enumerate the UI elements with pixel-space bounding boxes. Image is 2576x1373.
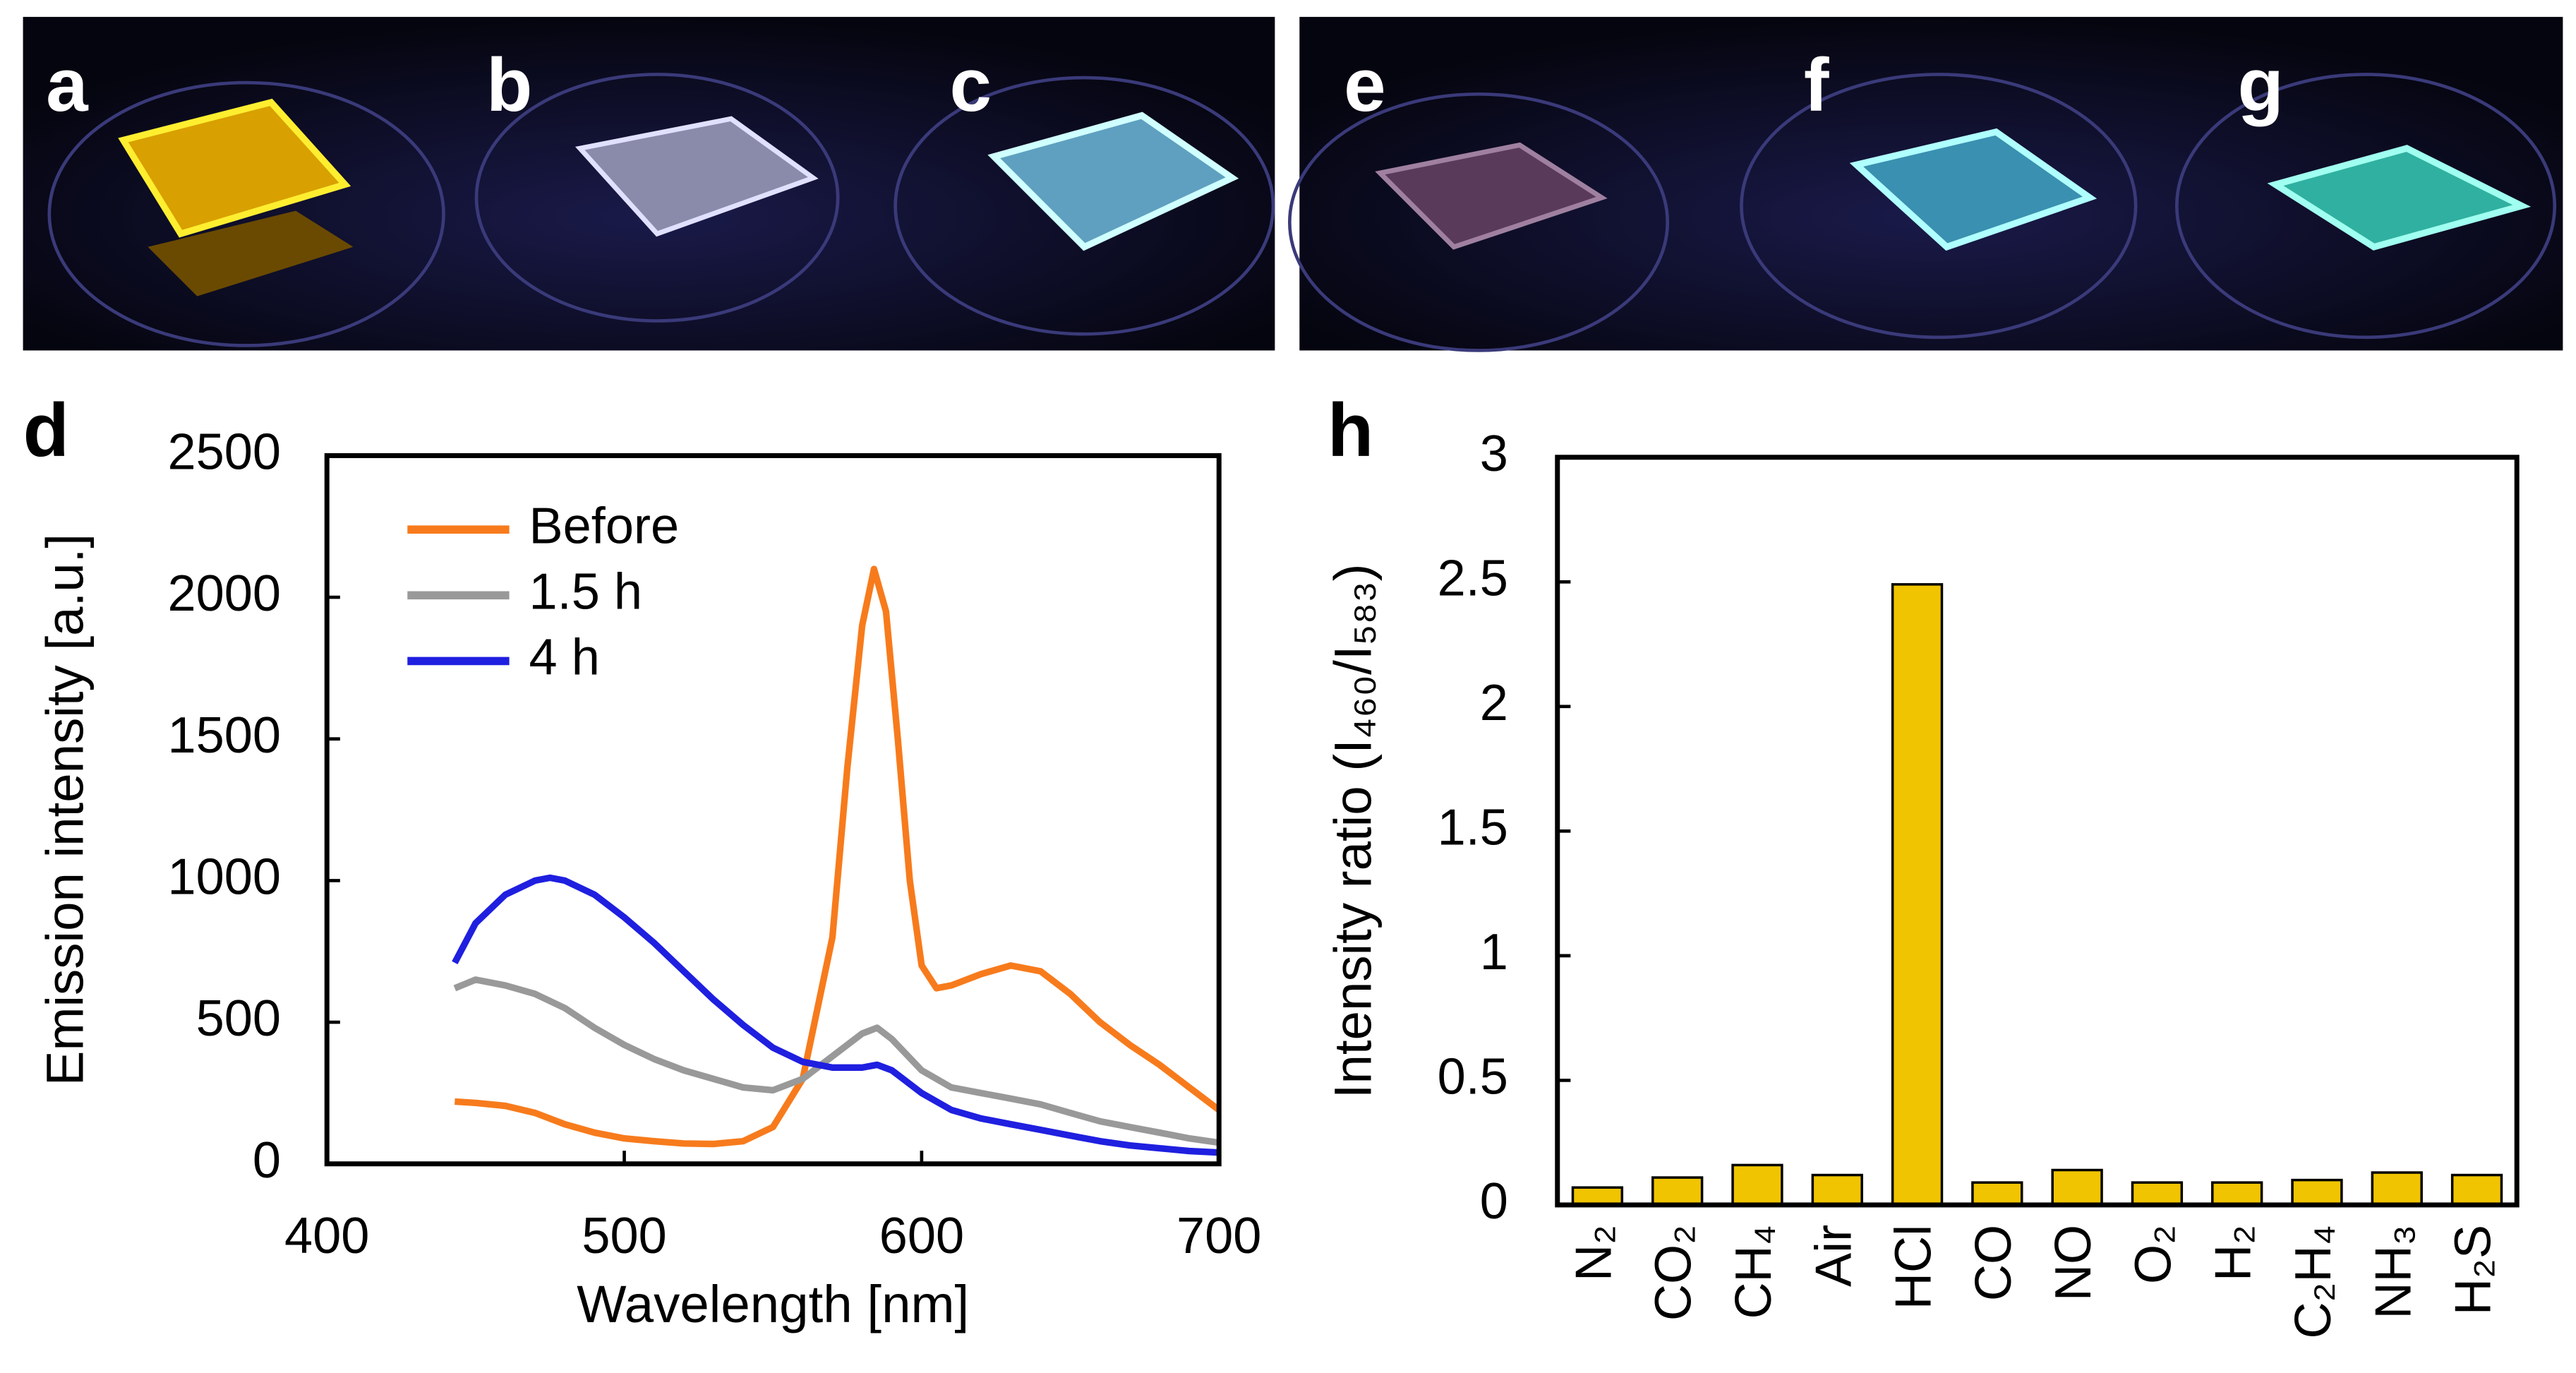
y-tick-label: 0 — [1480, 1173, 1508, 1230]
x-tick-label: CO₂ — [1646, 1225, 1702, 1321]
line-series — [453, 976, 1220, 1146]
line-series — [455, 565, 1222, 1148]
y-tick-label: 2 — [1480, 675, 1508, 731]
x-tick-label: N₂ — [1565, 1225, 1622, 1281]
x-tick-label: HCl — [1886, 1225, 1942, 1309]
y-tick-label: 500 — [196, 990, 281, 1047]
y-tick-label: 0.5 — [1438, 1048, 1508, 1105]
bar — [2131, 1181, 2184, 1206]
photo-left — [23, 16, 1275, 351]
x-tick-label: Air — [1805, 1225, 1862, 1287]
bar — [2450, 1173, 2503, 1206]
panel-label: a — [46, 42, 89, 127]
bar — [1891, 583, 1944, 1206]
x-tick-label: 600 — [879, 1208, 964, 1264]
plot-frame — [1555, 455, 2520, 1208]
x-tick-label: NH₃ — [2365, 1225, 2421, 1319]
bar — [2211, 1181, 2263, 1206]
y-tick-label: 1.5 — [1438, 799, 1508, 856]
bar — [2291, 1178, 2343, 1206]
legend-label: 4 h — [529, 629, 600, 685]
y-tick-label: 1500 — [168, 707, 282, 764]
bar — [1731, 1163, 1783, 1206]
legend-label: Before — [529, 498, 680, 554]
photo-right — [1288, 16, 2563, 352]
y-tick-label: 2000 — [168, 565, 282, 622]
x-tick-label: H₂S — [2445, 1225, 2502, 1315]
line-series — [452, 874, 1220, 1156]
x-tick-label: O₂ — [2125, 1225, 2181, 1284]
plot-frame — [324, 452, 1222, 1167]
y-axis-label: Intensity ratio (I₄₆₀/I₅₈₃) — [1323, 563, 1382, 1098]
panel-label: c — [949, 42, 992, 127]
y-tick-label: 1 — [1480, 924, 1508, 981]
x-tick-label: CH₄ — [1726, 1225, 1782, 1319]
y-axis-label: Emission intensity [a.u.] — [35, 534, 94, 1086]
y-tick-label: 2.5 — [1438, 550, 1508, 606]
panel-label: e — [1344, 42, 1386, 127]
panel-label: h — [1328, 388, 1373, 472]
panel-label: b — [486, 42, 532, 127]
bar — [2371, 1171, 2423, 1206]
x-tick-label: H₂ — [2205, 1225, 2262, 1281]
panel-label: g — [2237, 42, 2283, 127]
x-tick-label: 400 — [284, 1208, 369, 1264]
legend-label: 1.5 h — [529, 563, 642, 620]
x-tick-label: 500 — [582, 1208, 666, 1264]
x-tick-label: CO — [1966, 1225, 2022, 1301]
panel-label: d — [23, 388, 69, 472]
y-tick-label: 2500 — [168, 424, 282, 481]
x-tick-label: NO — [2045, 1225, 2102, 1301]
bar — [1811, 1173, 1863, 1206]
x-axis-label: Wavelength [nm] — [577, 1275, 969, 1333]
bar — [1571, 1186, 1624, 1206]
bar — [1651, 1176, 1704, 1206]
bar — [2051, 1168, 2103, 1206]
y-tick-label: 3 — [1480, 426, 1508, 482]
y-tick-label: 1000 — [168, 849, 282, 905]
x-tick-label: 700 — [1176, 1208, 1261, 1264]
x-tick-label: C₂H₄ — [2285, 1225, 2342, 1339]
bar — [1971, 1181, 2023, 1206]
y-tick-label: 0 — [253, 1132, 281, 1189]
panel-label: f — [1804, 42, 1829, 127]
